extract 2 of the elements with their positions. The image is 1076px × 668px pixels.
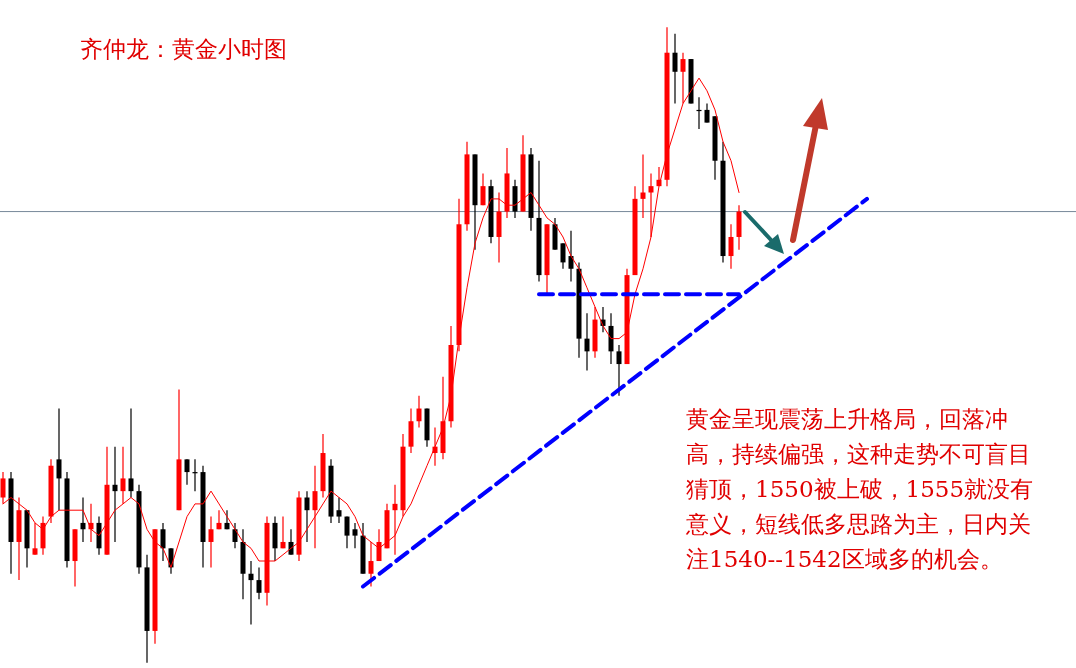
annotation: 黄金呈现震荡上升格局，回落冲高，持续偏强，这种走势不可盲目猜顶，1550被上破，1555就没有意义，短线低多思路为主，日内关注1540--1542区域多的机会。 — [686, 405, 1035, 574]
chart-title: 齐仲龙：黄金小时图 — [80, 35, 287, 64]
